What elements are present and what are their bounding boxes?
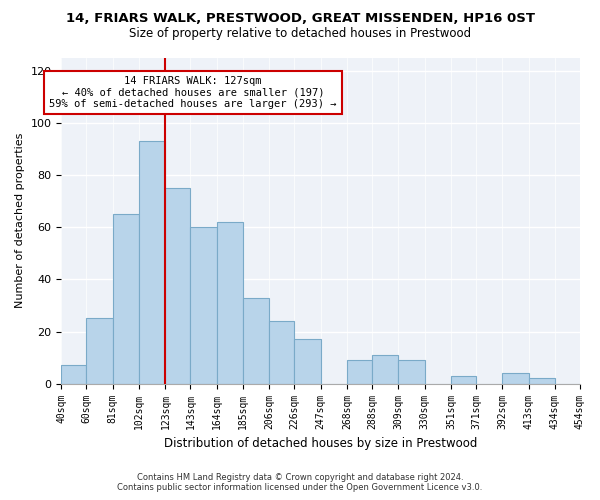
Bar (398, 360, 425, 384)
Bar (217, 222, 243, 384)
Text: 14 FRIARS WALK: 127sqm
← 40% of detached houses are smaller (197)
59% of semi-de: 14 FRIARS WALK: 127sqm ← 40% of detached… (49, 76, 337, 109)
Bar (347, 360, 372, 384)
Bar (269, 321, 295, 384)
Bar (139, 141, 166, 384)
Bar (529, 378, 555, 384)
Bar (243, 298, 269, 384)
Bar (166, 188, 190, 384)
Bar (61, 366, 86, 384)
Bar (372, 355, 398, 384)
Text: 14, FRIARS WALK, PRESTWOOD, GREAT MISSENDEN, HP16 0ST: 14, FRIARS WALK, PRESTWOOD, GREAT MISSEN… (65, 12, 535, 26)
Y-axis label: Number of detached properties: Number of detached properties (15, 133, 25, 308)
X-axis label: Distribution of detached houses by size in Prestwood: Distribution of detached houses by size … (164, 437, 478, 450)
Bar (86, 318, 113, 384)
Bar (295, 340, 321, 384)
Bar (190, 227, 217, 384)
Bar (502, 374, 529, 384)
Bar (113, 214, 139, 384)
Text: Size of property relative to detached houses in Prestwood: Size of property relative to detached ho… (129, 28, 471, 40)
Bar (451, 376, 476, 384)
Text: Contains HM Land Registry data © Crown copyright and database right 2024.
Contai: Contains HM Land Registry data © Crown c… (118, 473, 482, 492)
